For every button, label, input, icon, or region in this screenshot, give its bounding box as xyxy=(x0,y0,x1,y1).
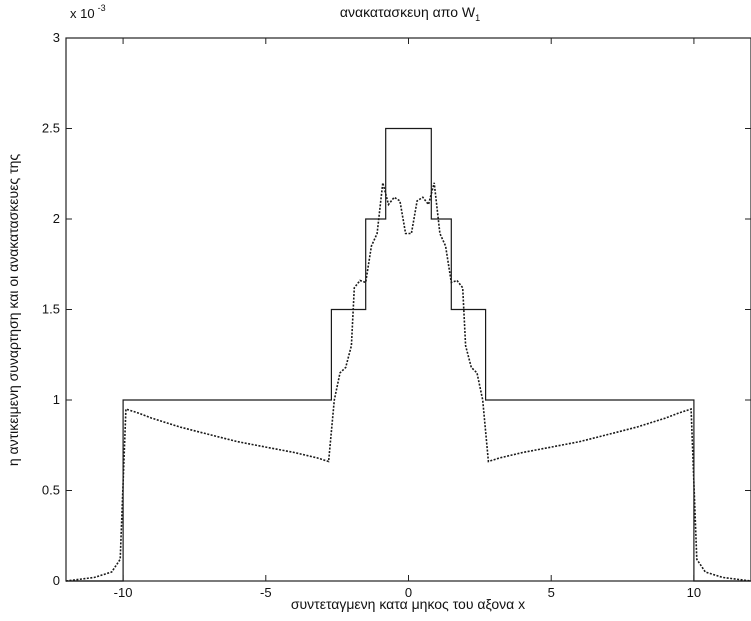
x-tick-label: -10 xyxy=(114,585,133,600)
y-axis-ticks: 0 0.5 1 1.5 2 2.5 3 xyxy=(42,30,751,588)
object-function-series-line xyxy=(66,127,751,582)
y-axis-label: η αντικειμενη συναρτηση και οι ανακατασκ… xyxy=(5,154,21,467)
y-tick-label: 1 xyxy=(53,392,60,407)
chart-title: ανακατασκευη απο W1 xyxy=(340,4,480,23)
y-exponent-label: x 10 -3 xyxy=(70,3,106,21)
series-layer xyxy=(65,127,751,582)
plot-frame xyxy=(65,37,751,582)
y-tick-label: 3 xyxy=(53,30,60,45)
x-tick-label: -5 xyxy=(260,585,272,600)
y-tick-label: 2 xyxy=(53,211,60,226)
y-exponent-power: -3 xyxy=(98,3,106,13)
x-axis-ticks: -10 -5 0 5 10 xyxy=(114,38,701,600)
reconstruction-series-line xyxy=(65,182,751,582)
y-tick-label: 1.5 xyxy=(42,302,60,317)
x-tick-label: 5 xyxy=(548,585,555,600)
chart-title-subscript: 1 xyxy=(475,13,480,23)
y-tick-label: 0.5 xyxy=(42,483,60,498)
y-tick-label: 2.5 xyxy=(42,121,60,136)
x-axis-label: συντεταγμενη κατα μηκος του αξονα x xyxy=(291,596,525,612)
x-tick-label: 0 xyxy=(405,585,412,600)
y-tick-label: 0 xyxy=(53,573,60,588)
x-tick-label: 10 xyxy=(687,585,701,600)
